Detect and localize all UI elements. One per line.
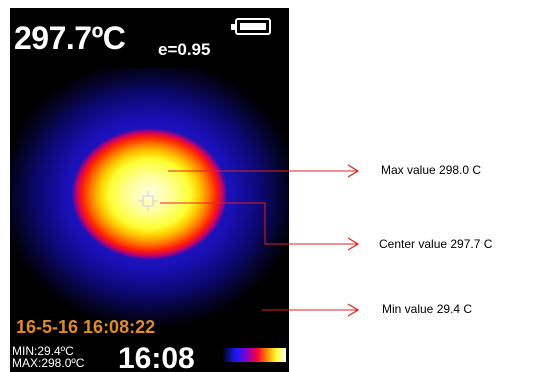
crosshair-icon (138, 191, 158, 211)
center-arrow (160, 202, 360, 251)
battery-icon (231, 18, 271, 35)
min-arrow (262, 303, 360, 317)
center-temperature-reading: 297.7ºC (14, 20, 126, 56)
max-temperature: MAX:298.0ºC (12, 356, 85, 370)
min-value-label: Min value 29.4 C (382, 302, 473, 316)
emissivity-value: e=0.95 (158, 40, 211, 59)
capture-datetime: 16-5-16 16:08:22 (16, 317, 156, 337)
clock: 16:08 (118, 342, 195, 372)
min-temperature: MIN:29.4ºC (12, 344, 74, 358)
battery-tip (231, 24, 235, 30)
max-value-label: Max value 298.0 C (381, 163, 482, 177)
thermal-image (10, 68, 289, 348)
thermal-camera-screen: 297.7ºC e=0.95 16-5-16 16:08:22 MIN:29.4… (10, 8, 289, 372)
color-scale-bar (222, 348, 286, 362)
min-max-readout: MIN:29.4ºC MAX:298.0ºC (12, 345, 84, 369)
center-value-label: Center value 297.7 C (379, 237, 493, 251)
max-arrow (168, 164, 360, 178)
battery-level (240, 23, 266, 30)
